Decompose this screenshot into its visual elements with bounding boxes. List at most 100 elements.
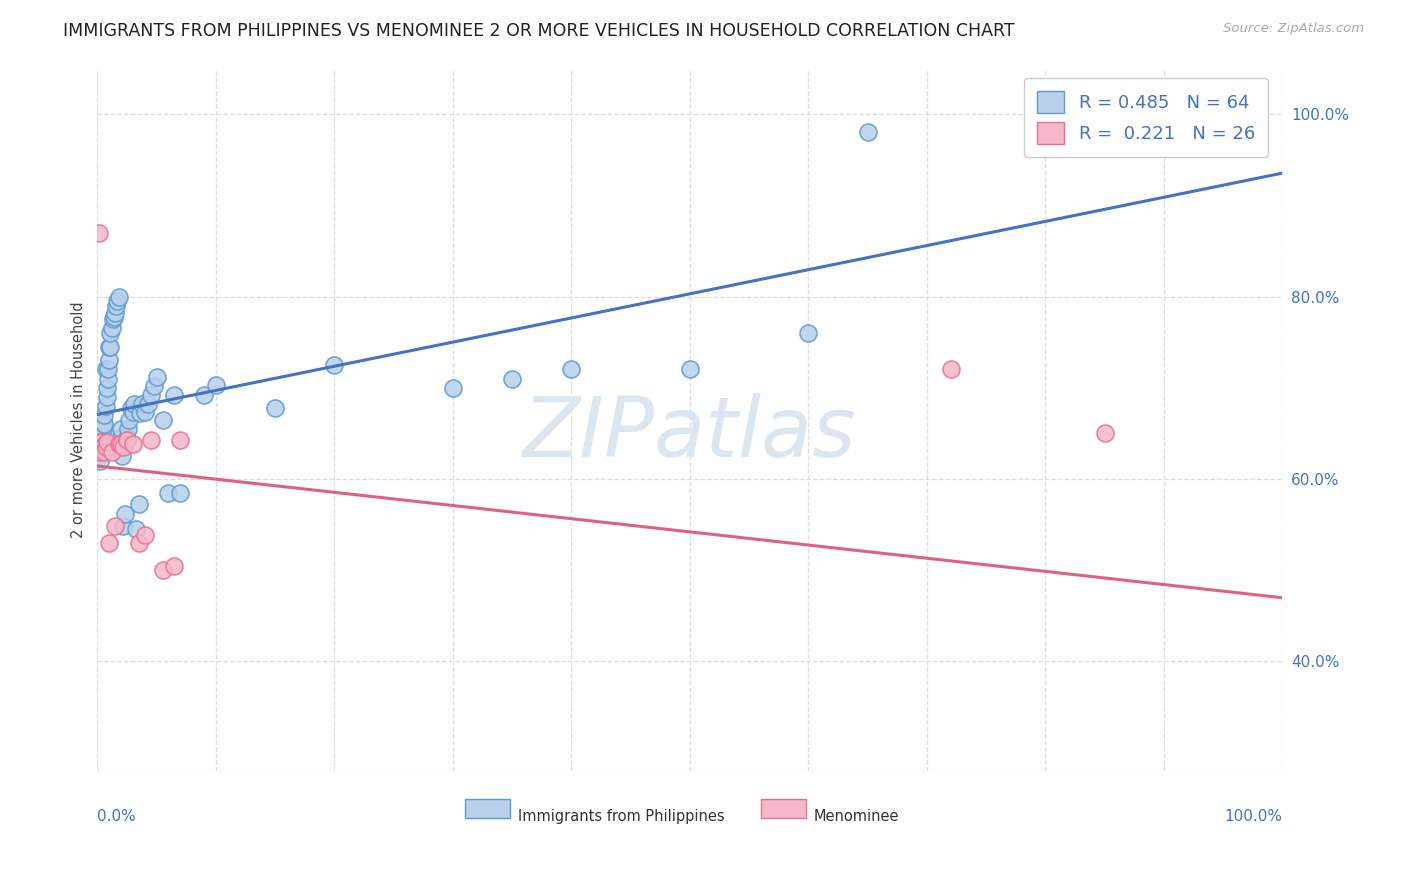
Point [91, 440, 114, 454]
Text: Immigrants from Philippines: Immigrants from Philippines [517, 809, 724, 823]
Point [89, 444, 111, 458]
Point [163, 558, 186, 573]
Point [96, 381, 118, 395]
Point [94, 440, 117, 454]
Text: 0.0%: 0.0% [97, 809, 136, 824]
Point [112, 440, 135, 454]
Point [122, 437, 145, 451]
Point [111, 449, 134, 463]
Point [1247, 107, 1270, 121]
Point [797, 326, 820, 340]
Point [110, 437, 132, 451]
Point [90, 422, 112, 436]
Point [93, 408, 115, 422]
Point [98, 353, 121, 368]
Point [100, 321, 122, 335]
FancyBboxPatch shape [465, 799, 510, 819]
Point [93, 417, 115, 432]
Point [152, 563, 174, 577]
Legend: R = 0.485   N = 64, R =  0.221   N = 26: R = 0.485 N = 64, R = 0.221 N = 26 [1025, 78, 1268, 157]
Point [96, 435, 118, 450]
Point [87, 435, 110, 450]
Point [98, 340, 121, 354]
Point [101, 312, 124, 326]
Point [114, 507, 136, 521]
Point [91, 431, 114, 445]
Point [856, 125, 879, 139]
Text: 100.0%: 100.0% [1225, 809, 1282, 824]
Point [91, 440, 114, 454]
Text: Source: ZipAtlas.com: Source: ZipAtlas.com [1223, 22, 1364, 36]
Text: ZIPatlas: ZIPatlas [523, 393, 856, 475]
Point [125, 522, 148, 536]
Point [91, 422, 114, 436]
Point [163, 388, 186, 402]
Point [939, 362, 962, 376]
Point [441, 381, 464, 395]
Point [91, 440, 114, 454]
Point [96, 390, 118, 404]
Point [100, 326, 122, 340]
Point [139, 433, 162, 447]
Point [91, 435, 114, 450]
Point [104, 306, 127, 320]
Point [323, 358, 346, 372]
Point [94, 399, 117, 413]
Point [169, 433, 191, 447]
Text: IMMIGRANTS FROM PHILIPPINES VS MENOMINEE 2 OR MORE VEHICLES IN HOUSEHOLD CORRELA: IMMIGRANTS FROM PHILIPPINES VS MENOMINEE… [63, 22, 1015, 40]
Y-axis label: 2 or more Vehicles in Household: 2 or more Vehicles in Household [72, 301, 86, 538]
Point [128, 497, 150, 511]
Point [107, 294, 129, 309]
Point [679, 362, 702, 376]
Point [134, 405, 156, 419]
Point [122, 397, 145, 411]
Point [129, 406, 152, 420]
Point [98, 535, 121, 549]
Point [157, 485, 180, 500]
Point [93, 444, 115, 458]
Text: Menominee: Menominee [813, 809, 898, 823]
Point [105, 299, 128, 313]
Point [104, 519, 127, 533]
Point [117, 422, 139, 436]
Point [89, 435, 111, 450]
Point [97, 371, 120, 385]
Point [100, 444, 122, 458]
Point [122, 405, 145, 419]
Point [145, 369, 167, 384]
Point [90, 412, 112, 426]
Point [1094, 426, 1116, 441]
Point [120, 401, 142, 415]
Point [103, 310, 125, 324]
Point [139, 388, 162, 402]
Point [100, 340, 122, 354]
Point [131, 397, 153, 411]
Point [152, 412, 174, 426]
Point [87, 426, 110, 441]
Point [136, 397, 159, 411]
Point [501, 371, 523, 385]
Point [110, 422, 132, 436]
Point [134, 528, 156, 542]
Point [107, 437, 129, 451]
Point [193, 388, 215, 402]
Point [264, 401, 287, 415]
Point [118, 412, 141, 426]
Point [560, 362, 582, 376]
Point [97, 362, 120, 376]
Point [143, 379, 166, 393]
Point [89, 453, 111, 467]
Point [91, 417, 114, 432]
Point [169, 485, 191, 500]
Point [90, 435, 112, 450]
Point [115, 433, 138, 447]
Point [94, 362, 117, 376]
Point [112, 519, 135, 533]
Point [108, 431, 131, 445]
Point [107, 289, 129, 303]
Point [205, 378, 228, 392]
Point [115, 431, 138, 445]
FancyBboxPatch shape [761, 799, 806, 819]
Point [87, 226, 110, 240]
Point [128, 535, 150, 549]
